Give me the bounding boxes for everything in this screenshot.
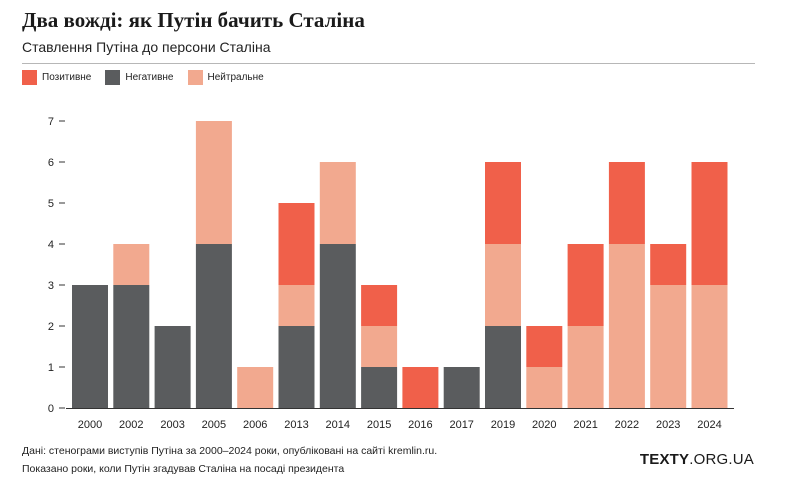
x-tick-label: 2023 — [656, 419, 680, 431]
y-tick-label: 0 — [48, 403, 54, 415]
bar-segment — [402, 367, 439, 408]
bar-segment — [485, 244, 521, 326]
chart-subtitle: Ставлення Путіна до персони Сталіна — [22, 39, 271, 55]
bar-segment — [650, 244, 687, 285]
bar-segment — [113, 244, 150, 285]
x-tick-label: 2016 — [408, 419, 432, 431]
bar-segment — [195, 121, 232, 244]
source-note: Дані: стенограми виступів Путіна за 2000… — [22, 445, 438, 457]
bar-segment — [237, 367, 274, 408]
x-tick-label: 2002 — [119, 419, 143, 431]
bar-segment — [113, 285, 150, 408]
bar-segment — [526, 367, 563, 408]
x-tick-label: 2022 — [615, 419, 639, 431]
y-tick-label: 6 — [48, 157, 54, 169]
bar-segment — [278, 326, 315, 408]
logo-rest-text: .ORG.UA — [689, 451, 754, 468]
bar-segment — [361, 367, 398, 408]
x-tick-label: 2020 — [532, 419, 556, 431]
bar-segment — [691, 285, 728, 408]
x-tick-label: 2021 — [573, 419, 597, 431]
x-tick-label: 2000 — [78, 419, 102, 431]
bar-segment — [608, 244, 645, 408]
publisher-logo: TEXTY.ORG.UA — [640, 451, 754, 468]
legend-label-positive: Позитивне — [42, 72, 92, 83]
x-tick-label: 2017 — [449, 419, 473, 431]
legend: Позитивне Негативне Нейтральне — [22, 70, 278, 85]
legend-swatch-neutral — [187, 70, 203, 85]
bar-segment — [608, 162, 645, 244]
bar-segment — [361, 326, 398, 367]
x-tick-label: 2015 — [367, 419, 391, 431]
bar-segment — [319, 162, 356, 244]
x-tick-label: 2006 — [243, 419, 267, 431]
bar-segment — [154, 326, 191, 408]
x-tick-label: 2019 — [491, 419, 515, 431]
chart-title: Два вожді: як Путін бачить Сталіна — [22, 8, 365, 32]
y-tick-label: 5 — [48, 198, 54, 210]
legend-swatch-positive — [22, 70, 37, 85]
y-tick-label: 3 — [48, 280, 54, 292]
y-tick-label: 1 — [48, 362, 54, 374]
bar-segment — [567, 244, 604, 326]
bar-segment — [72, 285, 108, 408]
x-tick-label: 2024 — [697, 419, 721, 431]
x-tick-label: 2013 — [284, 419, 308, 431]
bar-segment — [526, 326, 563, 367]
scope-note: Показано роки, коли Путін згадував Сталі… — [22, 463, 345, 475]
bar-segment — [485, 326, 521, 408]
x-tick-label: 2005 — [202, 419, 226, 431]
logo-bold-text: TEXTY — [639, 451, 690, 468]
y-tick-label: 2 — [48, 321, 54, 333]
bar-segment — [319, 244, 356, 408]
bar-segment — [485, 162, 521, 244]
bar-segment — [443, 367, 480, 408]
bar-segment — [361, 285, 398, 326]
y-tick-label: 4 — [48, 239, 54, 251]
bar-segment — [650, 285, 687, 408]
legend-label-neutral: Нейтральне — [207, 72, 264, 83]
y-tick-label: 7 — [48, 116, 54, 128]
legend-item-neutral: Нейтральне — [187, 70, 264, 85]
bar-segment — [278, 203, 315, 285]
legend-label-negative: Негативне — [125, 72, 174, 83]
x-tick-label: 2014 — [326, 419, 350, 431]
legend-swatch-negative — [105, 70, 121, 85]
bar-segment — [278, 285, 315, 326]
bar-segment — [195, 244, 232, 408]
stacked-bar-chart: 0 1 2 3 4 5 6 7 2000 2002 2003 2005 2006 2013 2014 2015… — [48, 116, 734, 431]
bar-segment — [691, 162, 728, 285]
bar-segment — [567, 326, 604, 408]
header-divider — [22, 63, 755, 64]
legend-item-negative: Негативне — [105, 70, 174, 85]
legend-item-positive: Позитивне — [22, 70, 91, 85]
x-tick-label: 2003 — [160, 419, 184, 431]
